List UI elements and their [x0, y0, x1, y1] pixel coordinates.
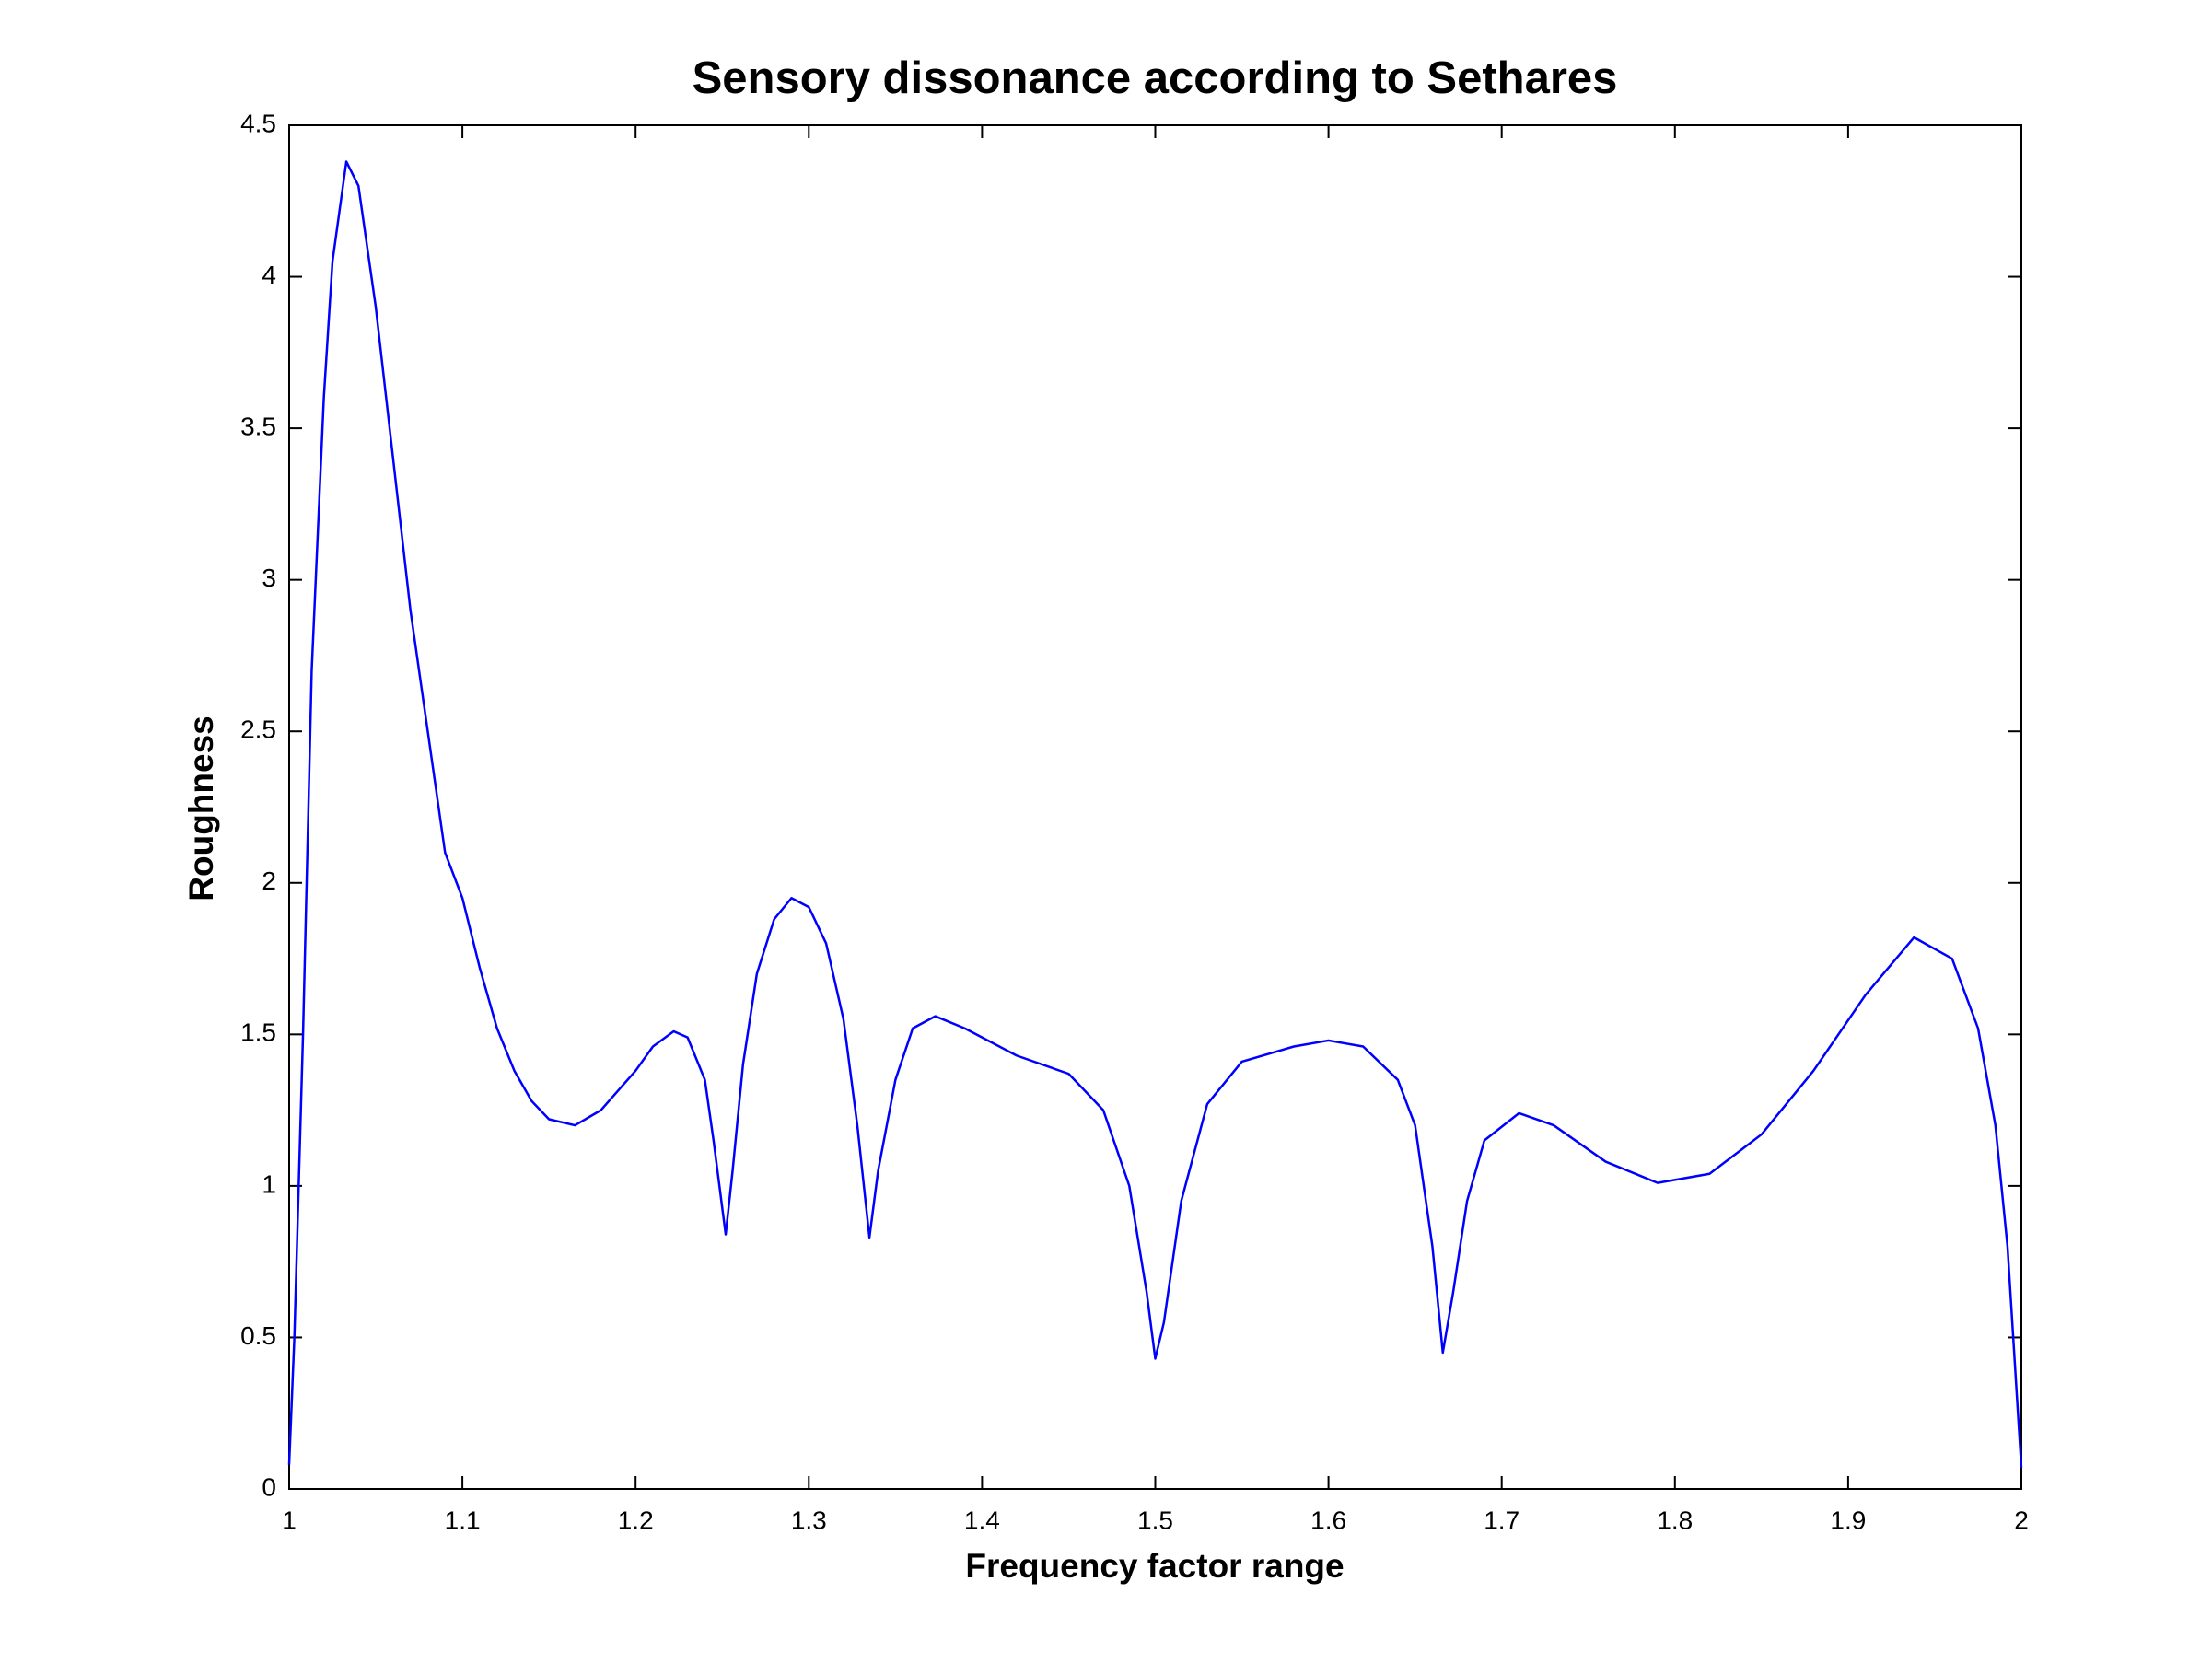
x-tick-label: 1.5 — [1137, 1506, 1173, 1534]
y-tick-label: 1 — [262, 1169, 276, 1198]
y-tick-label: 2 — [262, 866, 276, 895]
x-tick-label: 1.3 — [791, 1506, 827, 1534]
y-tick-label: 1.5 — [240, 1018, 276, 1047]
y-axis-label: Roughness — [182, 715, 220, 901]
chart-title: Sensory dissonance according to Sethares — [693, 53, 1618, 103]
y-tick-label: 3 — [262, 564, 276, 592]
x-tick-label: 1.2 — [618, 1506, 654, 1534]
x-tick-label: 1.9 — [1830, 1506, 1866, 1534]
y-tick-label: 3.5 — [240, 413, 276, 441]
x-tick-label: 1.7 — [1484, 1506, 1519, 1534]
y-tick-label: 0 — [262, 1472, 276, 1501]
x-tick-label: 1.8 — [1657, 1506, 1693, 1534]
x-tick-label: 2 — [2014, 1506, 2029, 1534]
x-tick-label: 1.1 — [445, 1506, 481, 1534]
x-axis-label: Frequency factor range — [965, 1547, 1344, 1585]
y-tick-label: 0.5 — [240, 1321, 276, 1350]
y-tick-label: 4.5 — [240, 109, 276, 137]
data-line — [287, 160, 2023, 1469]
y-tick-label: 2.5 — [240, 715, 276, 744]
x-tick-label: 1.6 — [1310, 1506, 1346, 1534]
x-tick-label: 1 — [282, 1506, 297, 1534]
x-tick-label: 1.4 — [964, 1506, 1000, 1534]
y-tick-label: 4 — [262, 261, 276, 289]
